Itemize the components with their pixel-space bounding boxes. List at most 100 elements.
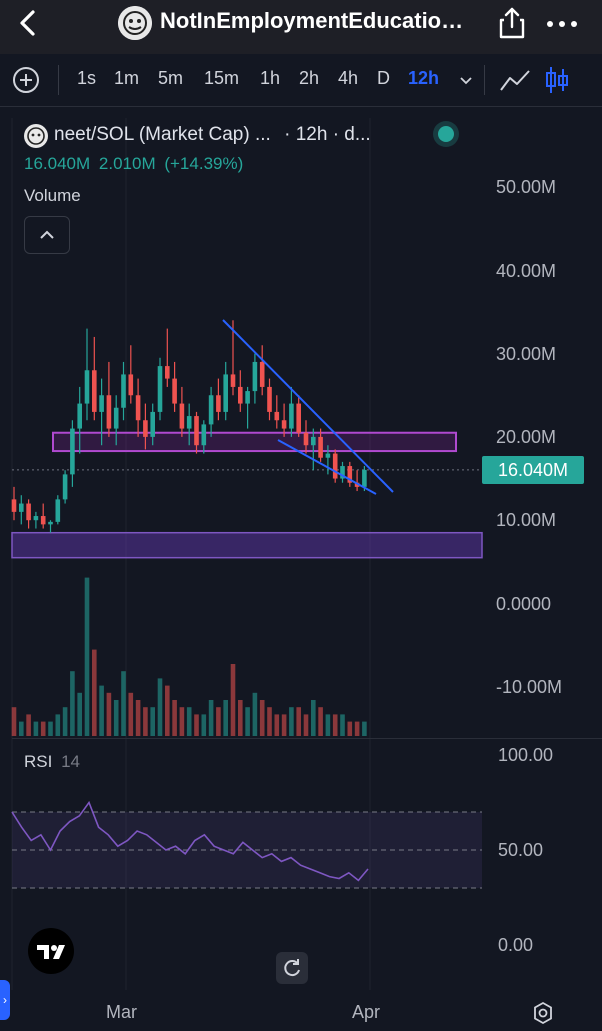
candles [11,320,367,533]
candle-body [325,453,331,458]
volume-bar [216,707,221,736]
timeframe-4h[interactable]: 4h [338,68,359,88]
reset-chart-button[interactable] [276,952,308,984]
candle-body [19,503,24,512]
legend-symbol[interactable]: neet/SOL (Market Cap) ... · 12h · d... [54,124,371,146]
chart-toolbar [0,54,602,107]
candle-body [318,436,323,458]
line-chart-icon [500,70,530,91]
candle-body [33,516,39,521]
volume-bar [223,700,228,736]
volume-bar [62,707,68,736]
candle-body [128,374,134,396]
timeframe-12h[interactable]: 12h [408,68,440,88]
side-panel-handle[interactable]: › [0,980,10,1020]
timeframe-1s[interactable]: 1s [77,68,97,88]
reset-icon [284,959,300,977]
candle-body [347,466,353,483]
candle-body [179,403,185,429]
indicators-button[interactable] [544,64,570,96]
tradingview-logo[interactable] [28,928,74,974]
timeframe-5m[interactable]: 5m [158,68,184,88]
candle-body [332,453,338,479]
volume-bar [186,707,192,736]
rsi-plot [11,800,482,889]
volume-bar [135,700,141,736]
timeframe-1m[interactable]: 1m [114,68,140,88]
volume-bar [259,700,265,736]
candle-body [48,521,53,525]
volume-bar [194,714,199,736]
add-button[interactable] [12,66,40,94]
symbol-name: neet/SOL (Market Cap) ... [54,124,271,145]
candle-body [259,361,265,387]
candle-body [84,370,90,404]
more-button[interactable] [542,10,582,38]
candle-body [186,416,192,429]
candle-body [26,503,31,521]
upper-trendline [222,319,394,493]
chart-settings-button[interactable] [530,1000,556,1026]
candle-body [362,469,367,487]
volume-bar [340,714,345,736]
price-label: 20.00M [496,427,557,447]
candle-body [172,378,177,404]
back-button[interactable] [14,8,54,40]
legend-close: 16.040M [24,154,91,173]
volume-bar [303,714,309,736]
chevron-up-icon [40,230,54,239]
candle-body [289,403,294,429]
collapse-legend-button[interactable] [24,216,70,254]
volume-bar [252,692,258,736]
chevron-left-icon [20,10,35,36]
support-zones [11,431,483,559]
price-chart[interactable] [0,108,602,993]
volume-bar [121,671,126,736]
volume-bar [332,714,338,736]
candle-body [92,370,97,412]
volume-bars [11,577,367,736]
volume-bar [70,671,75,736]
volume-bar [84,577,90,736]
timeframe-15m[interactable]: 15m [204,68,240,88]
candle-body [62,474,68,500]
volume-bar [11,707,17,736]
volume-bar [92,649,97,736]
toolbar-divider-2 [484,65,485,95]
candle-body [113,407,119,429]
rsi-legend[interactable]: RSI 14 [24,752,80,772]
volume-label: Volume [24,186,81,205]
candle-body [274,411,280,421]
volume-bar [179,707,185,736]
volume-bar [99,685,104,736]
volume-bar [40,721,46,736]
timeframe-d[interactable]: D [377,68,390,88]
share-button[interactable] [496,6,528,40]
timeframe-2h[interactable]: 2h [299,68,320,88]
volume-bar [157,678,163,736]
gear-icon [534,1001,552,1025]
legend-change-pct: (+14.39%) [164,154,244,173]
volume-bar [201,714,207,736]
chevron-down-icon [460,77,472,85]
pane-divider[interactable] [12,738,602,739]
volume-bar [289,707,294,736]
candle-body [216,395,221,412]
volume-bar [33,721,39,736]
candle-body [40,516,46,525]
rsi-name: RSI [24,752,53,771]
tradingview-icon [37,945,65,959]
time-axis [0,990,602,1024]
price-label: 40.00M [496,261,557,281]
rsi-axis-label: 50.00 [498,840,544,860]
price-label: 50.00M [496,177,557,197]
symbol-interval: · 12h · d... [284,124,371,145]
candle-body [281,420,287,429]
candle-body [252,361,258,392]
volume-bar [143,707,148,736]
candle-body [106,395,112,429]
volume-bar [274,714,280,736]
timeframe-1h[interactable]: 1h [260,68,281,88]
timeframe-dropdown[interactable] [458,72,474,88]
chart-type-button[interactable] [498,66,532,94]
